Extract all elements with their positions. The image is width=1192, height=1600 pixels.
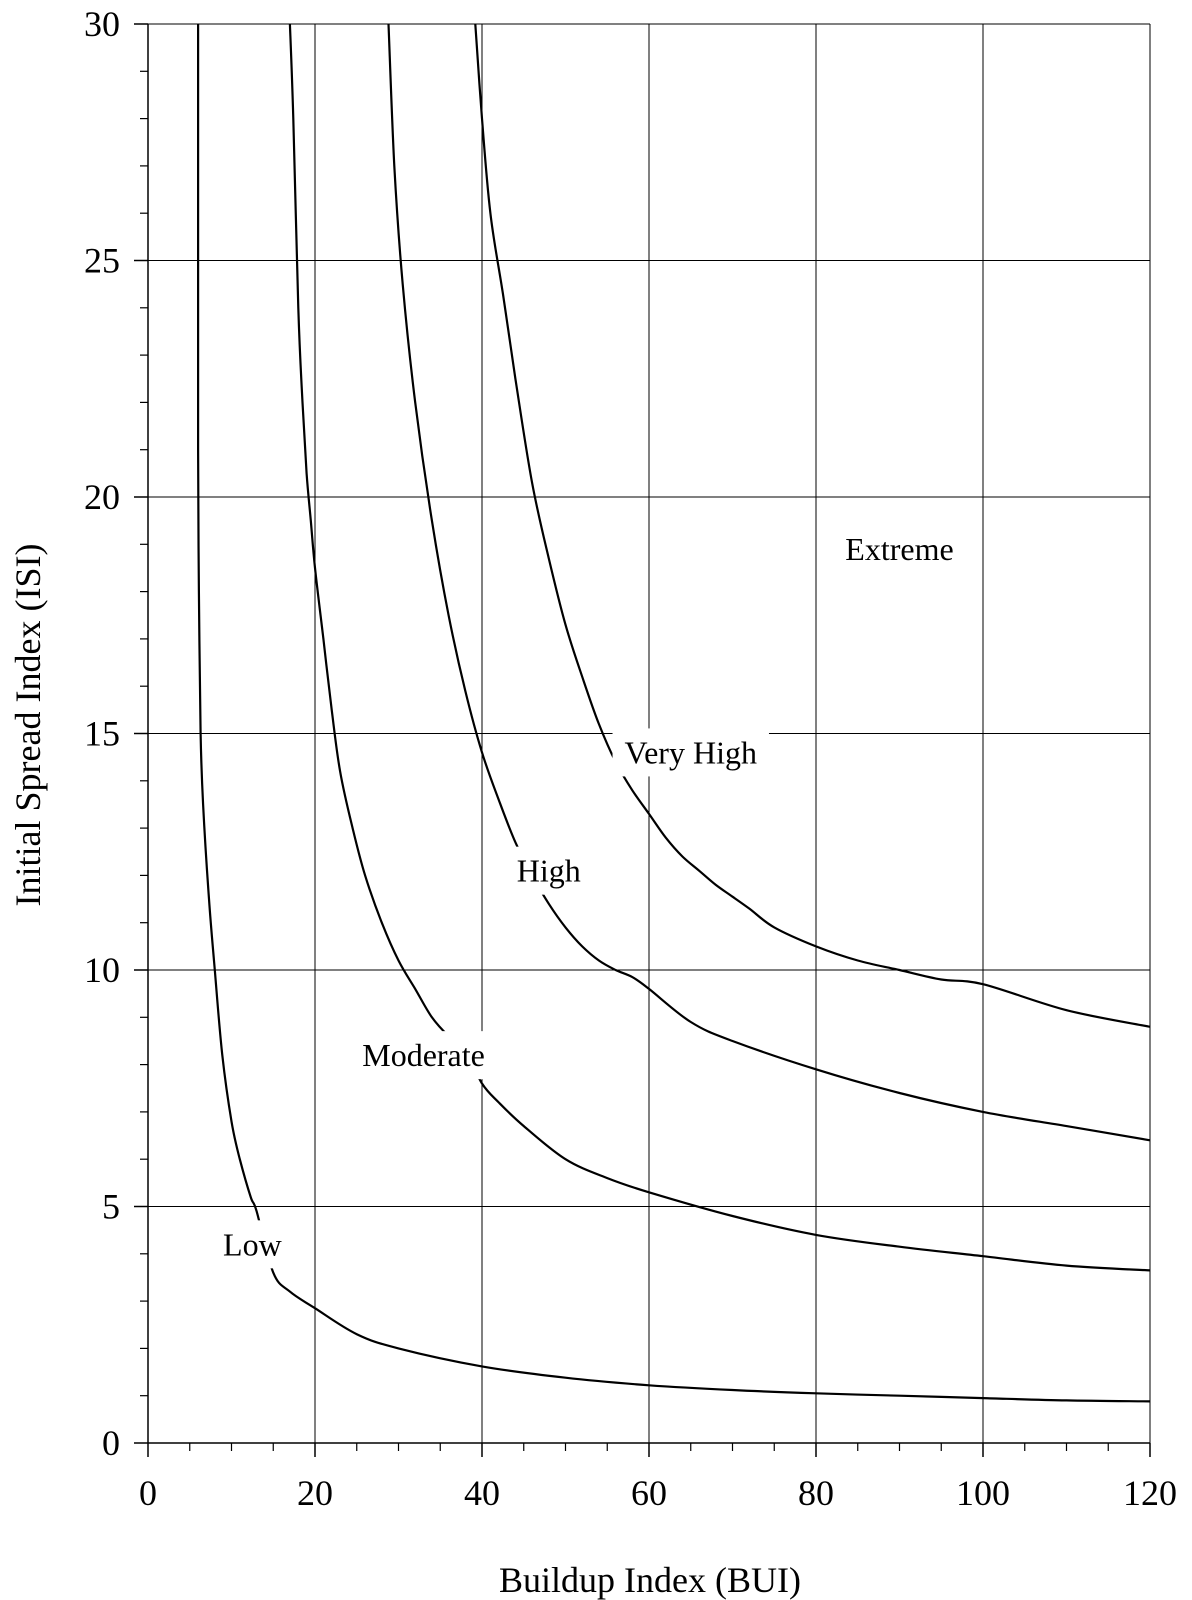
boundary-curve-4 <box>474 23 1151 1028</box>
x-axis-title: Buildup Index (BUI) <box>499 1560 801 1600</box>
boundary-curve-2 <box>288 23 1151 1272</box>
region-label: High <box>517 853 581 889</box>
y-tick-label: 30 <box>84 4 120 44</box>
x-tick-label: 80 <box>798 1473 834 1513</box>
tick-labels: 0 20 40 60 80 100 120 0 5 10 15 20 25 30 <box>84 4 1177 1513</box>
grid-lines <box>148 23 1151 1443</box>
region-labels: Low Moderate High Very High Extreme <box>211 525 966 1269</box>
region-label: Low <box>223 1226 282 1262</box>
x-tick-label: 0 <box>139 1473 157 1513</box>
x-tick-label: 60 <box>631 1473 667 1513</box>
region-label-background <box>350 1031 497 1080</box>
x-tick-label: 40 <box>464 1473 500 1513</box>
region-label-background <box>833 525 966 574</box>
curves <box>196 23 1151 1403</box>
region-label: Very High <box>625 734 757 770</box>
boundary-curve-3 <box>387 23 1151 1142</box>
x-tick-label: 100 <box>956 1473 1010 1513</box>
y-tick-label: 0 <box>102 1423 120 1463</box>
axis-ticks <box>134 23 1151 1457</box>
y-axis-title: Initial Spread Index (ISI) <box>8 544 48 907</box>
region-label: Extreme <box>845 531 953 567</box>
y-tick-label: 25 <box>84 241 120 281</box>
x-tick-label: 20 <box>297 1473 333 1513</box>
y-tick-label: 5 <box>102 1187 120 1227</box>
region-label: Moderate <box>362 1037 485 1073</box>
region-label-background <box>612 728 769 777</box>
x-tick-label: 120 <box>1123 1473 1177 1513</box>
y-tick-label: 20 <box>84 477 120 517</box>
region-label-background <box>504 846 593 895</box>
region-label-background <box>211 1220 294 1269</box>
y-tick-label: 15 <box>84 714 120 754</box>
y-tick-label: 10 <box>84 950 120 990</box>
